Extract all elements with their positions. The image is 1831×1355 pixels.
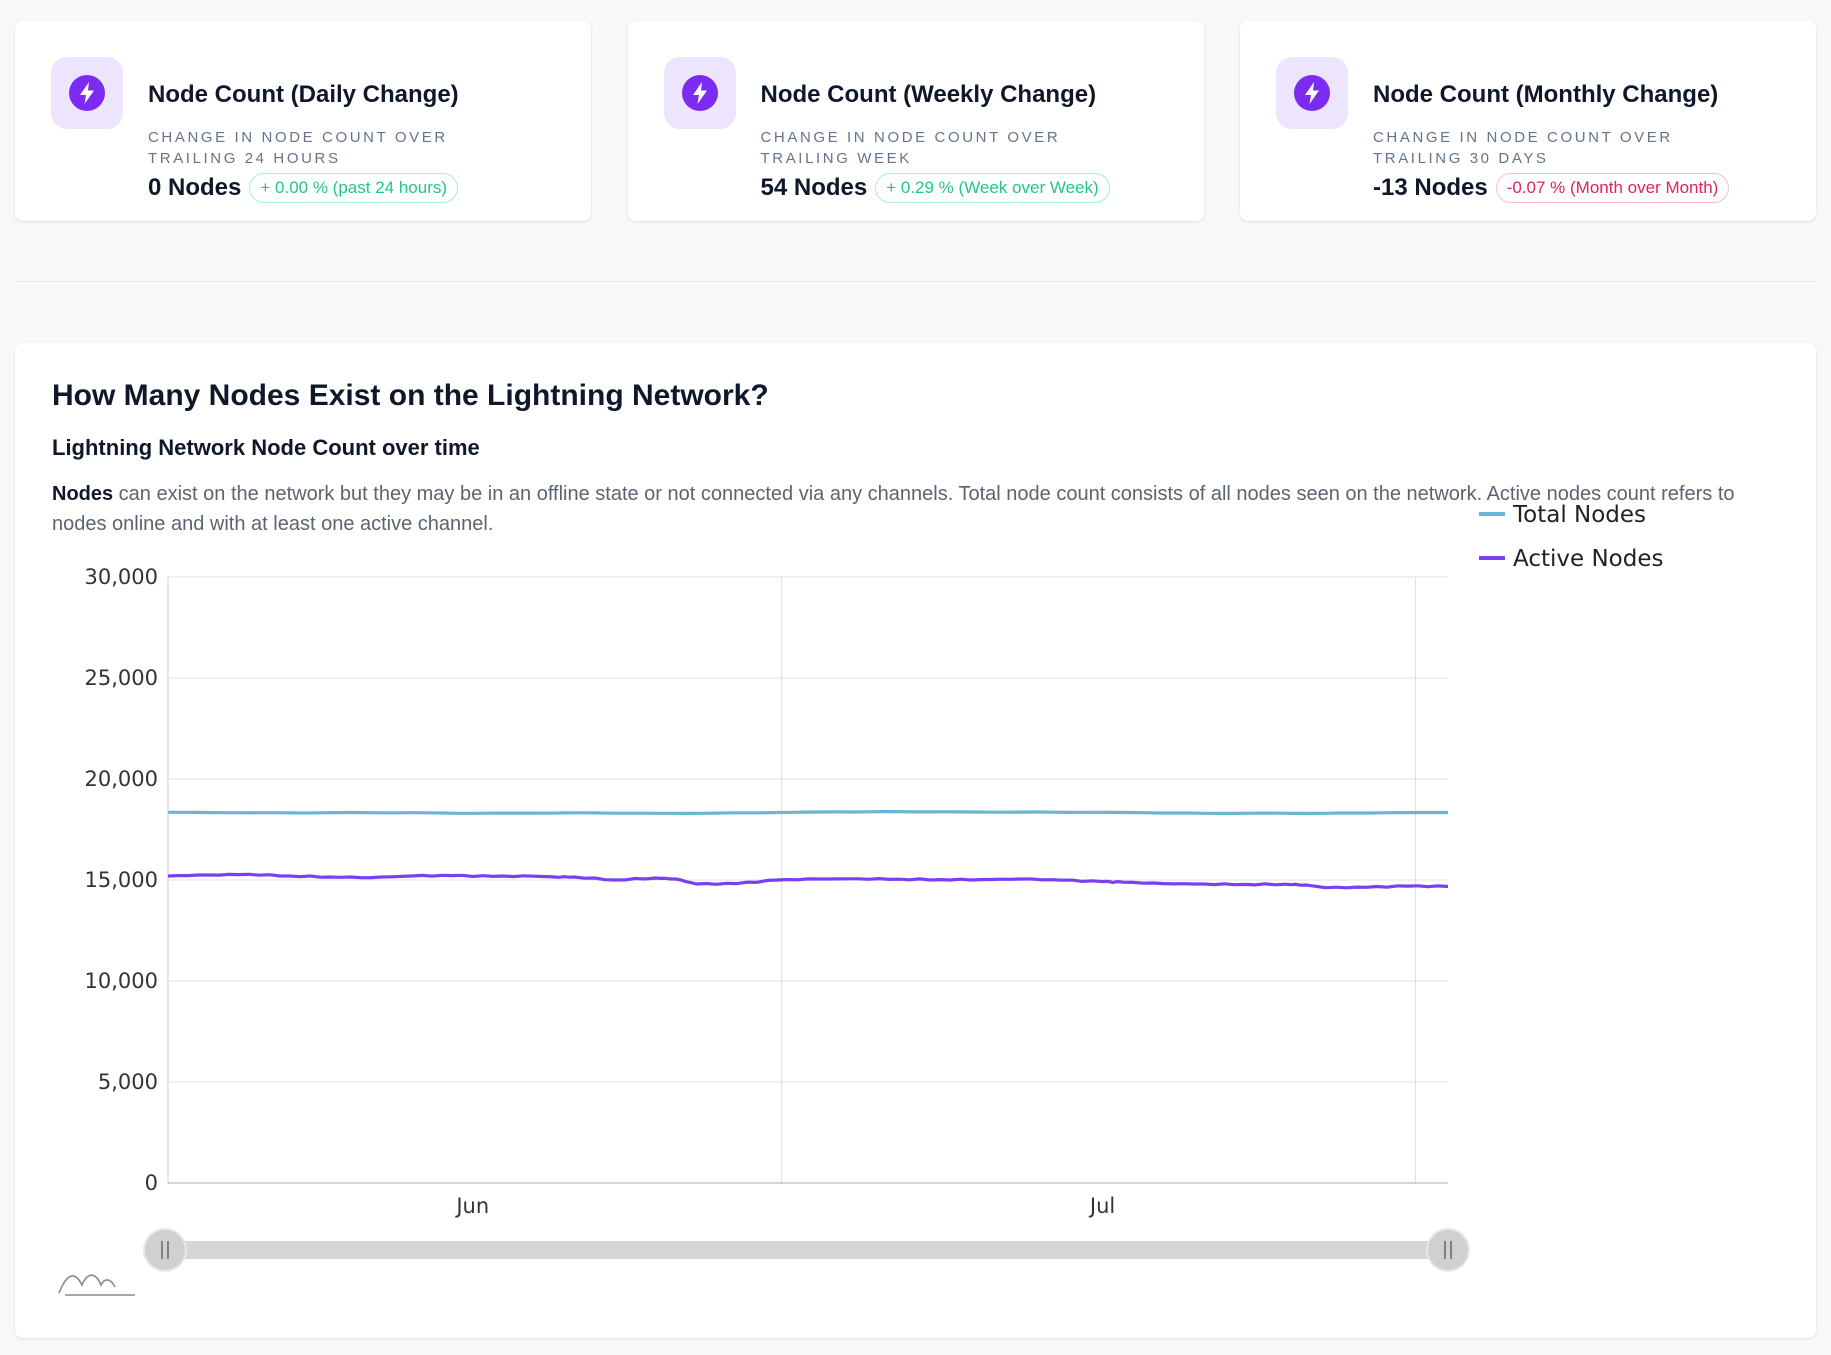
- lightning-icon: [681, 75, 718, 111]
- y-tick-label: 30,000: [85, 565, 158, 589]
- stat-description: Change in node count over trailing week: [760, 129, 1061, 167]
- slider-handle-knob[interactable]: [143, 1228, 187, 1272]
- y-tick-label: 20,000: [85, 767, 158, 791]
- slider-handle-knob[interactable]: [1426, 1228, 1470, 1272]
- stat-icon-box: [663, 57, 736, 129]
- stat-change-badge: + 0.29 % (Week over Week): [875, 173, 1110, 203]
- stat-card-weekly: Node Count (Weekly Change) Change in nod…: [627, 21, 1204, 221]
- range-slider: [143, 1228, 1470, 1272]
- x-tick-label: Jun: [454, 1194, 489, 1218]
- y-tick-label: 10,000: [85, 969, 158, 993]
- stat-change-badge: -0.07 % (Month over Month): [1495, 173, 1730, 203]
- chart-series: [167, 810, 1449, 890]
- slider-handle-end[interactable]: [1426, 1228, 1470, 1272]
- data-zoom-icon[interactable]: [58, 1274, 135, 1296]
- legend-label: Total Nodes: [1512, 502, 1646, 528]
- slider-handle-start[interactable]: [143, 1228, 187, 1272]
- stat-value: -13 Nodes: [1373, 174, 1488, 201]
- stat-card-daily: Node Count (Daily Change) Change in node…: [15, 21, 591, 221]
- legend-label: Active Nodes: [1513, 546, 1663, 572]
- node-count-chart: 0 5,000 10,000 15,000 20,000 25,000 30,000 Jun J…: [58, 502, 1663, 1296]
- lightning-icon: [69, 75, 105, 111]
- chart-description-text: can exist on the network but they may be…: [52, 483, 1735, 535]
- chart-legend: Total Nodes Active Nodes: [1479, 502, 1663, 572]
- stat-card-monthly: Node Count (Monthly Change) Change in no…: [1240, 21, 1816, 221]
- series-line-active-nodes: [167, 872, 1449, 890]
- stat-icon-box: [1276, 57, 1348, 129]
- legend-item[interactable]: Total Nodes: [1479, 502, 1646, 528]
- stat-title: Node Count (Daily Change): [148, 81, 459, 108]
- stat-description: Change in node count over trailing 24 ho…: [148, 129, 448, 167]
- chart-description: Nodes can exist on the network but they …: [52, 479, 1772, 539]
- y-tick-label: 25,000: [85, 666, 158, 690]
- slider-track[interactable]: [165, 1241, 1455, 1259]
- chart-description-bold: Nodes: [52, 483, 114, 505]
- stat-value-row: 54 Nodes + 0.29 % (Week over Week): [761, 173, 1110, 203]
- y-tick-label: 5,000: [98, 1070, 158, 1094]
- y-tick-label: 15,000: [85, 868, 158, 892]
- stat-value: 54 Nodes: [760, 174, 868, 201]
- stat-value-row: -13 Nodes -0.07 % (Month over Month): [1373, 173, 1730, 203]
- chart-heading: How Many Nodes Exist on the Lightning Ne…: [52, 379, 769, 412]
- stat-change-badge: + 0.00 % (past 24 hours): [249, 173, 459, 203]
- chart-card: How Many Nodes Exist on the Lightning Ne…: [15, 343, 1816, 1338]
- y-tick-label: 0: [145, 1171, 158, 1195]
- stat-value: 0 Nodes: [148, 174, 242, 201]
- stat-icon-box: [51, 57, 123, 129]
- section-divider: [15, 281, 1816, 282]
- x-tick-label: Jul: [1088, 1194, 1115, 1218]
- stat-title: Node Count (Weekly Change): [760, 81, 1097, 108]
- stat-title: Node Count (Monthly Change): [1373, 81, 1719, 108]
- stat-description: Change in node count over trailing 30 da…: [1373, 129, 1673, 167]
- series-line-total-nodes: [168, 810, 1448, 815]
- chart-subheading: Lightning Network Node Count over time: [52, 435, 480, 460]
- lightning-icon: [1294, 75, 1330, 111]
- legend-item[interactable]: Active Nodes: [1479, 546, 1663, 572]
- chart-axes: 0 5,000 10,000 15,000 20,000 25,000 30,000 Jun J…: [85, 565, 1448, 1218]
- stat-value-row: 0 Nodes + 0.00 % (past 24 hours): [148, 173, 459, 203]
- stat-cards: Node Count (Daily Change) Change in node…: [15, 21, 1816, 221]
